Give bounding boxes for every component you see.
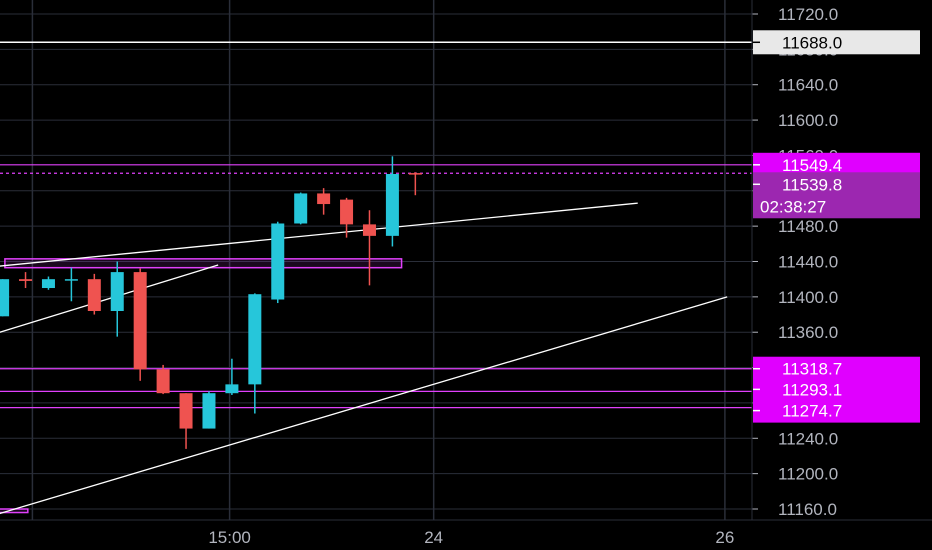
candle-down[interactable] [179,393,193,429]
candle-up[interactable] [41,279,55,289]
price-tick-label: 11360.0 [778,323,838,342]
price-tag-white-bg [753,30,920,55]
candle-down[interactable] [340,199,354,225]
candle-up[interactable] [294,193,308,224]
candle-down[interactable] [133,272,147,370]
price-tag-level: 11274.7 [753,398,920,423]
countdown-tag: 02:38:27 [753,194,920,219]
candle-down[interactable] [156,369,170,394]
grid-layer [0,0,752,520]
trendline [0,296,728,515]
candle-down[interactable] [408,173,422,175]
candle-up[interactable] [385,173,399,236]
price-tick-label: 11200.0 [778,465,838,484]
candle-up[interactable] [202,393,216,429]
time-tick-label: 26 [715,528,734,547]
candle-down[interactable] [317,193,331,205]
candles-layer [0,156,422,449]
countdown-tag-bg [753,194,920,219]
candle-down[interactable] [87,279,101,311]
price-tick-label: 11480.0 [778,217,838,236]
candle-up[interactable] [0,279,10,317]
candle-up[interactable] [248,294,262,385]
price-tick-label: 11400.0 [778,288,838,307]
candle-up[interactable] [64,279,78,281]
horizontal-lines-layer [0,41,752,409]
price-tick-label: 11160.0 [778,500,837,519]
price-tag-current-bg [753,172,920,197]
price-tag-current-label: 11539.8 [782,175,842,194]
price-tick-label: 11440.0 [778,253,838,272]
candle-up[interactable] [271,223,285,300]
price-tag-level-bg [753,398,920,423]
price-tick-label: 11240.0 [778,429,838,448]
price-tick-label: 11640.0 [778,76,838,95]
zones-layer [0,258,403,514]
price-tag-level: 11318.7 [753,356,920,381]
candle-down[interactable] [362,224,376,236]
price-tick-label: 11720.0 [778,5,838,24]
price-tag-level-label: 11318.7 [782,360,842,379]
resistance-zone-box [4,258,403,269]
time-tick-label: 24 [424,528,443,547]
candle-down[interactable] [19,279,33,281]
price-tag-level: 11293.1 [753,377,920,402]
price-tag-level-label: 11274.7 [782,402,842,421]
price-tag-level-bg [753,377,920,402]
price-tag-current: 11539.8 [753,172,920,197]
price-tag-white-label: 11688.0 [782,33,842,52]
price-tag-level-bg [753,356,920,381]
resistance-zone-box [0,508,29,514]
trendline [0,264,219,333]
price-tag-level-label: 11549.4 [782,156,842,175]
candle-up[interactable] [225,384,239,394]
trendline [0,202,638,267]
countdown-label: 02:38:27 [760,197,826,216]
time-tick-label: 15:00 [208,528,251,547]
candle-up[interactable] [110,272,124,311]
price-tick-label: 11600.0 [778,111,838,130]
trendlines-layer [0,202,728,515]
price-tag-white: 11688.0 [753,30,920,55]
price-tag-level-label: 11293.1 [782,380,842,399]
